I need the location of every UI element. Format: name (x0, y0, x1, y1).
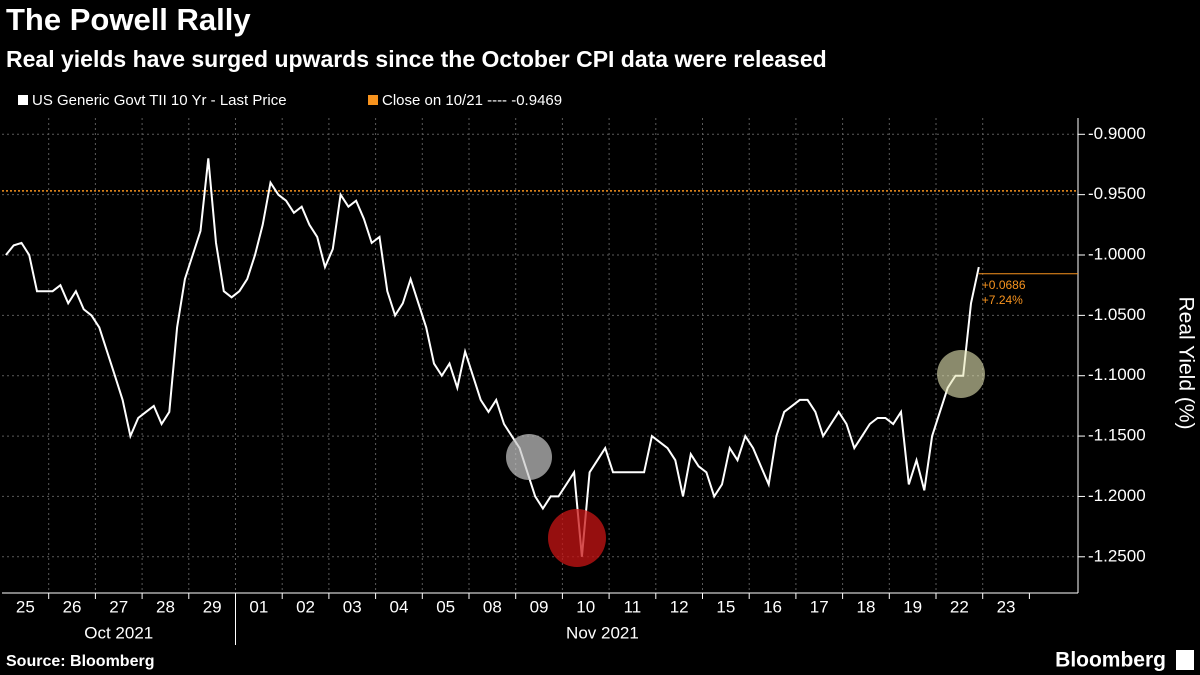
x-group-label: Oct 2021 (84, 623, 153, 642)
y-axis-label: Real Yield (%) (1174, 296, 1197, 429)
highlight-circle (548, 509, 606, 567)
y-tick-label: -1.2500 (1088, 546, 1146, 565)
x-tick-label: 15 (716, 597, 735, 616)
x-tick-label: 10 (576, 597, 595, 616)
legend-label: Close on 10/21 ---- -0.9469 (382, 92, 562, 109)
x-tick-label: 19 (903, 597, 922, 616)
highlight-circle (506, 434, 552, 480)
line-series (5, 158, 980, 557)
x-tick-label: 02 (296, 597, 315, 616)
x-tick-label: 11 (624, 597, 642, 616)
x-tick-label: 01 (249, 597, 268, 616)
y-tick-label: -1.1500 (1088, 426, 1146, 445)
change-label: +0.0686 (982, 278, 1026, 292)
y-tick-label: -0.9500 (1088, 184, 1146, 203)
x-tick-label: 25 (16, 597, 35, 616)
brand: Bloomberg (1055, 649, 1166, 672)
y-tick-label: -1.1000 (1088, 365, 1146, 384)
y-tick-label: -0.9000 (1088, 124, 1146, 143)
y-tick-label: -1.0000 (1088, 244, 1146, 263)
x-tick-label: 22 (950, 597, 969, 616)
x-tick-label: 08 (483, 597, 502, 616)
legend-swatch (368, 95, 378, 105)
y-tick-label: -1.2000 (1088, 486, 1146, 505)
y-tick-label: -1.0500 (1088, 305, 1146, 324)
x-tick-label: 26 (63, 597, 82, 616)
brand-icon (1176, 650, 1194, 670)
x-tick-label: 16 (763, 597, 782, 616)
x-tick-label: 18 (856, 597, 875, 616)
chart-subtitle: Real yields have surged upwards since th… (6, 46, 827, 72)
chart-title: The Powell Rally (6, 2, 251, 37)
x-tick-label: 28 (156, 597, 175, 616)
x-tick-label: 04 (389, 597, 408, 616)
x-group-label: Nov 2021 (566, 623, 639, 642)
x-tick-label: 23 (997, 597, 1016, 616)
x-tick-label: 05 (436, 597, 455, 616)
x-tick-label: 12 (670, 597, 689, 616)
legend-label: US Generic Govt TII 10 Yr - Last Price (32, 92, 287, 109)
x-tick-label: 09 (530, 597, 549, 616)
x-tick-label: 03 (343, 597, 362, 616)
source: Source: Bloomberg (6, 653, 154, 670)
change-label: +7.24% (982, 293, 1023, 307)
x-tick-label: 17 (810, 597, 829, 616)
legend-swatch (18, 95, 28, 105)
x-tick-label: 27 (109, 597, 128, 616)
x-tick-label: 29 (203, 597, 222, 616)
highlight-circle (937, 350, 985, 398)
